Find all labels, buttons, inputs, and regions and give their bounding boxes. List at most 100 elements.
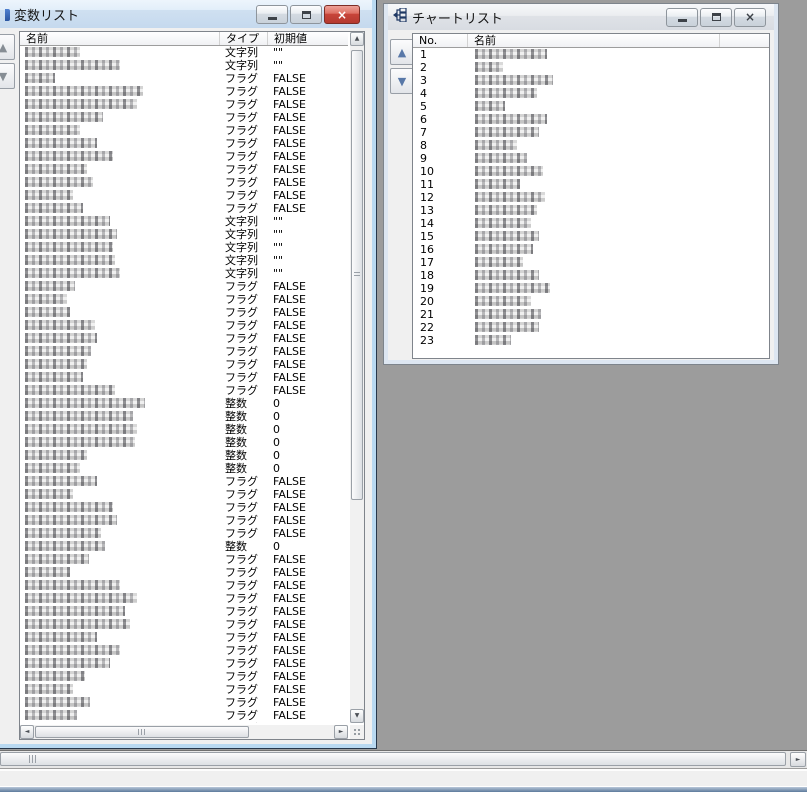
chart-row[interactable]: 13 bbox=[413, 204, 769, 217]
chart-row[interactable]: 15 bbox=[413, 230, 769, 243]
scroll-right-button[interactable]: ► bbox=[334, 725, 348, 739]
chart-row[interactable]: 8 bbox=[413, 139, 769, 152]
variable-row[interactable]: フラグ FALSE bbox=[20, 72, 348, 85]
chart-row[interactable]: 22 bbox=[413, 321, 769, 334]
variable-row[interactable]: フラグ FALSE bbox=[20, 722, 348, 723]
variable-row[interactable]: 整数 0 bbox=[20, 397, 348, 410]
variable-row[interactable]: フラグ FALSE bbox=[20, 605, 348, 618]
variable-row[interactable]: 文字列 "" bbox=[20, 59, 348, 72]
close-button[interactable]: × bbox=[324, 5, 360, 24]
variable-list-hscrollbar[interactable]: ◄ ► bbox=[20, 725, 348, 739]
variable-row[interactable]: フラグ FALSE bbox=[20, 293, 348, 306]
variable-row[interactable]: フラグ FALSE bbox=[20, 657, 348, 670]
scroll-up-button[interactable]: ▲ bbox=[350, 32, 364, 46]
variable-window-titlebar[interactable]: 変数リスト × bbox=[0, 0, 372, 28]
chart-row[interactable]: 4 bbox=[413, 87, 769, 100]
chart-row[interactable]: 7 bbox=[413, 126, 769, 139]
variable-row[interactable]: フラグ FALSE bbox=[20, 358, 348, 371]
chart-window-titlebar[interactable]: チャートリスト × bbox=[388, 4, 774, 30]
chart-row[interactable]: 9 bbox=[413, 152, 769, 165]
variable-row[interactable]: フラグ FALSE bbox=[20, 475, 348, 488]
chart-row[interactable]: 1 bbox=[413, 48, 769, 61]
variable-row[interactable]: 整数 0 bbox=[20, 540, 348, 553]
variable-row[interactable]: フラグ FALSE bbox=[20, 631, 348, 644]
variable-row[interactable]: フラグ FALSE bbox=[20, 644, 348, 657]
move-up-button[interactable]: ▲ bbox=[0, 34, 15, 60]
chart-row[interactable]: 17 bbox=[413, 256, 769, 269]
variable-row[interactable]: 文字列 "" bbox=[20, 215, 348, 228]
move-down-button[interactable]: ▼ bbox=[0, 63, 15, 89]
chart-row[interactable]: 5 bbox=[413, 100, 769, 113]
chart-row[interactable]: 20 bbox=[413, 295, 769, 308]
variable-row[interactable]: フラグ FALSE bbox=[20, 176, 348, 189]
variable-row[interactable]: フラグ FALSE bbox=[20, 202, 348, 215]
close-button[interactable]: × bbox=[734, 7, 766, 27]
variable-row[interactable]: フラグ FALSE bbox=[20, 670, 348, 683]
variable-row[interactable]: フラグ FALSE bbox=[20, 306, 348, 319]
variable-row[interactable]: フラグ FALSE bbox=[20, 683, 348, 696]
workspace-hscrollbar[interactable]: ► bbox=[0, 750, 807, 768]
variable-row[interactable]: フラグ FALSE bbox=[20, 319, 348, 332]
scroll-down-button[interactable]: ▼ bbox=[350, 709, 364, 723]
variable-row[interactable]: フラグ FALSE bbox=[20, 345, 348, 358]
variable-row[interactable]: フラグ FALSE bbox=[20, 501, 348, 514]
chart-row[interactable]: 3 bbox=[413, 74, 769, 87]
variable-row[interactable]: 文字列 "" bbox=[20, 241, 348, 254]
variable-row[interactable]: フラグ FALSE bbox=[20, 150, 348, 163]
vscroll-thumb[interactable] bbox=[351, 50, 363, 500]
variable-row[interactable]: フラグ FALSE bbox=[20, 696, 348, 709]
hscroll-thumb[interactable] bbox=[35, 726, 249, 738]
variable-row[interactable]: フラグ FALSE bbox=[20, 384, 348, 397]
move-down-button[interactable]: ▼ bbox=[390, 68, 414, 94]
variable-row[interactable]: 整数 0 bbox=[20, 423, 348, 436]
variable-row[interactable]: 文字列 "" bbox=[20, 46, 348, 59]
chart-row[interactable]: 19 bbox=[413, 282, 769, 295]
variable-row[interactable]: フラグ FALSE bbox=[20, 137, 348, 150]
column-header-no[interactable]: No. bbox=[413, 34, 468, 47]
variable-row[interactable]: フラグ FALSE bbox=[20, 163, 348, 176]
variable-row[interactable]: 文字列 "" bbox=[20, 228, 348, 241]
column-header-name[interactable]: 名前 bbox=[20, 32, 220, 45]
variable-row[interactable]: フラグ FALSE bbox=[20, 111, 348, 124]
variable-row[interactable]: フラグ FALSE bbox=[20, 514, 348, 527]
move-up-button[interactable]: ▲ bbox=[390, 39, 414, 65]
variable-row[interactable]: 文字列 "" bbox=[20, 254, 348, 267]
variable-row[interactable]: フラグ FALSE bbox=[20, 189, 348, 202]
chart-row[interactable]: 18 bbox=[413, 269, 769, 282]
variable-row[interactable]: フラグ FALSE bbox=[20, 280, 348, 293]
variable-row[interactable]: 整数 0 bbox=[20, 410, 348, 423]
variable-row[interactable]: 整数 0 bbox=[20, 436, 348, 449]
chart-row[interactable]: 2 bbox=[413, 61, 769, 74]
column-header-initial[interactable]: 初期値 bbox=[274, 32, 307, 45]
variable-row[interactable]: フラグ FALSE bbox=[20, 566, 348, 579]
variable-row[interactable]: 文字列 "" bbox=[20, 267, 348, 280]
resize-grip[interactable] bbox=[350, 725, 364, 739]
chart-row[interactable]: 6 bbox=[413, 113, 769, 126]
variable-row[interactable]: フラグ FALSE bbox=[20, 527, 348, 540]
scroll-right-button[interactable]: ► bbox=[790, 752, 806, 767]
chart-row[interactable]: 21 bbox=[413, 308, 769, 321]
minimize-button[interactable] bbox=[666, 7, 698, 27]
minimize-button[interactable] bbox=[256, 5, 288, 24]
variable-row[interactable]: フラグ FALSE bbox=[20, 592, 348, 605]
variable-list-vscrollbar[interactable]: ▲ ▼ bbox=[350, 32, 364, 723]
chart-row[interactable]: 14 bbox=[413, 217, 769, 230]
chart-row[interactable]: 11 bbox=[413, 178, 769, 191]
chart-row[interactable]: 10 bbox=[413, 165, 769, 178]
variable-row[interactable]: フラグ FALSE bbox=[20, 332, 348, 345]
variable-row[interactable]: 整数 0 bbox=[20, 449, 348, 462]
variable-row[interactable]: フラグ FALSE bbox=[20, 488, 348, 501]
restore-button[interactable] bbox=[290, 5, 322, 24]
variable-row[interactable]: フラグ FALSE bbox=[20, 85, 348, 98]
workspace-hscroll-thumb[interactable] bbox=[0, 752, 786, 766]
column-header-type[interactable]: タイプ bbox=[220, 32, 268, 45]
variable-row[interactable]: 整数 0 bbox=[20, 462, 348, 475]
variable-row[interactable]: フラグ FALSE bbox=[20, 579, 348, 592]
chart-row[interactable]: 23 bbox=[413, 334, 769, 347]
variable-row[interactable]: フラグ FALSE bbox=[20, 553, 348, 566]
variable-row[interactable]: フラグ FALSE bbox=[20, 98, 348, 111]
column-header-name[interactable]: 名前 bbox=[468, 34, 720, 47]
scroll-left-button[interactable]: ◄ bbox=[20, 725, 34, 739]
variable-row[interactable]: フラグ FALSE bbox=[20, 371, 348, 384]
chart-row[interactable]: 16 bbox=[413, 243, 769, 256]
